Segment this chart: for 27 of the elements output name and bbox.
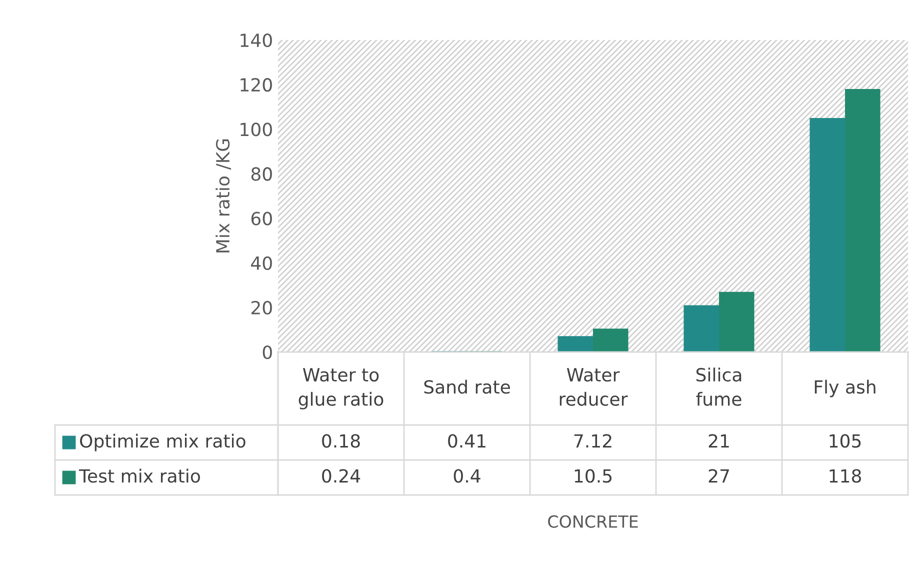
- x-tick-label: Fly ash: [814, 380, 876, 398]
- y-axis-title: Mix ratio /KG: [216, 139, 232, 252]
- y-tick-label: 60: [251, 212, 272, 226]
- data-label: 118: [830, 469, 861, 483]
- legend-label: Optimize mix ratio: [80, 434, 246, 452]
- text: CONCRETE: [548, 515, 638, 528]
- y-tick-label: 20: [251, 300, 272, 315]
- data-label: 10.5: [574, 469, 612, 483]
- data-label: 105: [830, 434, 861, 448]
- legend-label: Test mix ratio: [78, 468, 200, 483]
- data-label: 0.41: [448, 434, 486, 448]
- data-label: 7.12: [574, 434, 612, 448]
- x-tick-label: Water reducer: [560, 368, 628, 406]
- y-tick-label: 100: [240, 122, 272, 136]
- y-tick-label: 0: [262, 345, 272, 360]
- x-tick-label: Silica fume: [696, 368, 742, 406]
- y-tick-label: 80: [251, 167, 272, 181]
- data-label: 27: [708, 469, 729, 482]
- y-tick-label: 40: [251, 256, 272, 270]
- data-label: 0.24: [322, 469, 360, 483]
- x-tick-label: Water to glue ratio: [298, 368, 384, 410]
- x-tick-label: Sand rate: [424, 380, 510, 394]
- y-tick-label: 140: [240, 33, 272, 48]
- data-label: 21: [708, 434, 729, 448]
- y-tick-label: 120: [240, 78, 272, 92]
- data-label: 0.4: [454, 469, 480, 483]
- data-label: 0.18: [322, 434, 360, 448]
